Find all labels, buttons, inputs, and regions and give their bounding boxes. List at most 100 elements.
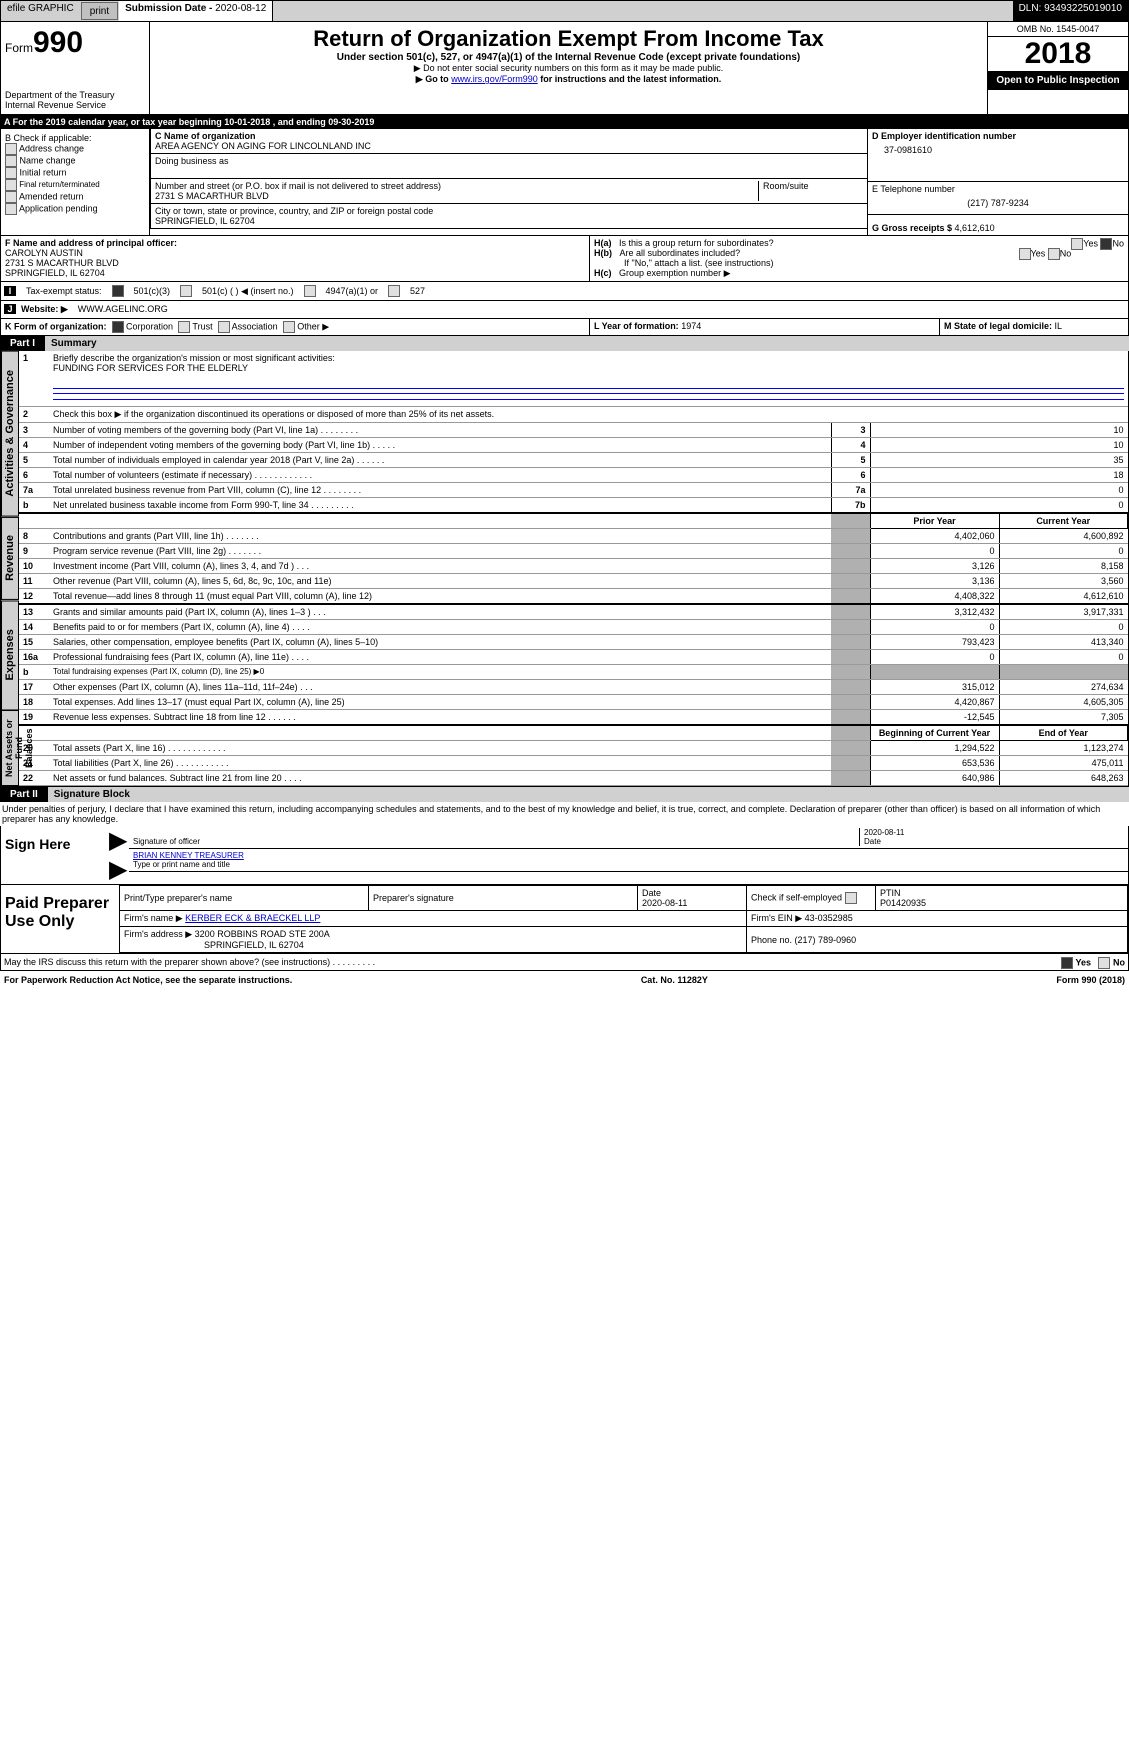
line-2: Check this box ▶ if the organization dis… [49,407,1128,423]
preparer-table: Print/Type preparer's name Preparer's si… [119,885,1128,953]
chk-527[interactable] [388,285,400,297]
hb-no[interactable] [1048,248,1060,260]
chk-assoc[interactable] [218,321,230,333]
val-19p: -12,545 [870,710,999,726]
val-16b: 0 [260,667,264,676]
val-15p: 793,423 [870,635,999,650]
form990-link[interactable]: www.irs.gov/Form990 [451,74,538,84]
goto-note: ▶ Go to www.irs.gov/Form990 for instruct… [154,74,983,85]
row-j: J Website: ▶ WWW.AGELINC.ORG [0,301,1129,319]
discuss-yes-label: Yes [1075,957,1091,967]
chk-self-employed[interactable] [845,892,857,904]
val-5: 35 [870,453,1128,468]
section-revenue: Revenue [1,517,19,600]
prep-h2: Preparer's signature [369,886,638,911]
val-11c: 3,560 [999,574,1128,589]
officer-addr2: SPRINGFIELD, IL 62704 [5,268,585,278]
lbl-final: Final return/terminated [19,180,99,189]
ein-label: D Employer identification number [872,131,1124,141]
paid-preparer-label: Paid Preparer Use Only [1,885,119,953]
chk-501c[interactable] [180,285,192,297]
h-b: H(b) [594,248,612,258]
val-20p: 1,294,522 [870,741,999,756]
sig-officer-label: Signature of officer [133,837,200,846]
val-3: 10 [870,423,1128,438]
summary-section: Activities & Governance Revenue Expenses… [0,351,1129,787]
val-20c: 1,123,274 [999,741,1128,756]
part-1-label: Part I [0,336,45,351]
chk-4947[interactable] [304,285,316,297]
val-6: 18 [870,468,1128,483]
hb-yes[interactable] [1019,248,1031,260]
section-netassets: Net Assets or Fund Balances [1,710,19,786]
efile-label: efile GRAPHIC [1,1,80,21]
val-10p: 3,126 [870,559,999,574]
discuss-no-label: No [1113,957,1125,967]
line-21: Total liabilities (Part X, line 26) . . … [49,756,831,771]
chk-pending[interactable] [5,203,17,215]
prep-h3: Date [642,888,661,898]
h-c-text: Group exemption number ▶ [619,268,730,278]
chk-final[interactable] [5,179,17,191]
chk-501c3[interactable] [112,285,124,297]
phone-label: E Telephone number [872,184,1124,194]
line-1-value: FUNDING FOR SERVICES FOR THE ELDERLY [53,363,248,373]
city-box: City or town, state or province, country… [150,204,867,229]
lbl-initial: Initial return [20,167,67,177]
chk-amended[interactable] [5,191,17,203]
part-1-name: Summary [45,336,1129,351]
opt-trust: Trust [192,321,212,331]
ein-box: D Employer identification number 37-0981… [868,129,1128,182]
tax-year: 2018 [988,37,1128,71]
line-8: Contributions and grants (Part VIII, lin… [49,529,831,544]
line-1-label: Briefly describe the organization's miss… [53,353,335,363]
line-17: Other expenses (Part IX, column (A), lin… [49,680,831,695]
discuss-no[interactable] [1098,957,1110,969]
opt-501c3: 501(c)(3) [134,286,171,296]
signer-name-label: Type or print name and title [133,860,230,869]
ein: 37-0981610 [872,141,1124,155]
chk-trust[interactable] [178,321,190,333]
val-17c: 274,634 [999,680,1128,695]
val-13c: 3,917,331 [999,604,1128,620]
val-9c: 0 [999,544,1128,559]
city: SPRINGFIELD, IL 62704 [155,216,863,226]
perjury-text: Under penalties of perjury, I declare th… [0,802,1129,826]
prep-h5: PTIN [880,888,901,898]
form-subtitle: Under section 501(c), 527, or 4947(a)(1)… [154,52,983,63]
eoy-hdr: End of Year [999,725,1128,741]
line-14: Benefits paid to or for members (Part IX… [49,620,831,635]
print-button[interactable]: print [81,2,118,20]
opt-corp: Corporation [126,321,173,331]
firm-name[interactable]: KERBER ECK & BRAECKEL LLP [185,913,320,923]
chk-name[interactable] [5,155,17,167]
discuss-yes[interactable] [1061,957,1073,969]
lbl-name-change: Name change [20,155,76,165]
gross: 4,612,610 [955,223,995,233]
chk-corp[interactable] [112,321,124,333]
sig-date-label: Date [864,837,881,846]
form-header: Form990 Department of the Treasury Inter… [0,22,1129,115]
chk-initial[interactable] [5,167,17,179]
opt-4947: 4947(a)(1) or [326,286,379,296]
line-16b: Total fundraising expenses (Part IX, col… [53,667,260,676]
line-7b: Net unrelated business taxable income fr… [49,498,831,514]
chk-address[interactable] [5,143,17,155]
val-19c: 7,305 [999,710,1128,726]
preparer-area: Paid Preparer Use Only Print/Type prepar… [0,885,1129,954]
chk-other[interactable] [283,321,295,333]
ha-no[interactable] [1100,238,1112,250]
yes-label-2: Yes [1031,248,1046,258]
line-6: Total number of volunteers (estimate if … [49,468,831,483]
row-k-l-m: K Form of organization: Corporation Trus… [0,319,1129,336]
principal-officer-label: F Name and address of principal officer: [5,238,585,248]
ha-yes[interactable] [1071,238,1083,250]
val-22c: 648,263 [999,771,1128,786]
main-info-grid: B Check if applicable: Address change Na… [0,129,1129,236]
domicile: IL [1055,321,1063,331]
form-org-label: K Form of organization: [5,321,107,331]
line-13: Grants and similar amounts paid (Part IX… [49,604,831,620]
opt-other: Other ▶ [297,321,329,331]
signer-name[interactable]: BRIAN KENNEY TREASURER [133,851,244,860]
val-16ac: 0 [999,650,1128,665]
